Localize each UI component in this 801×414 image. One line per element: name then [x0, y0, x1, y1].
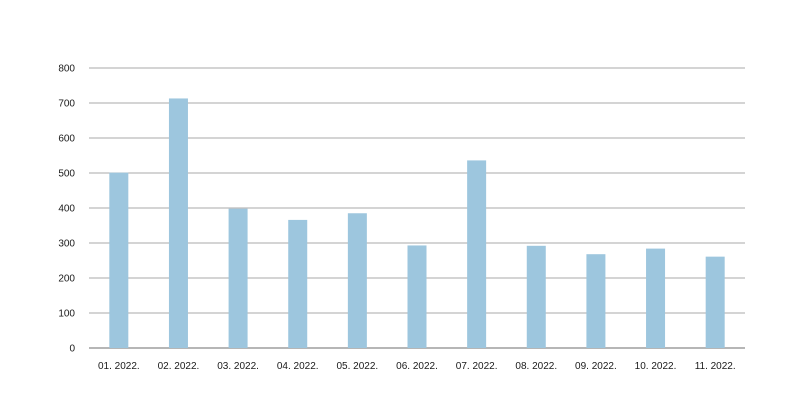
x-tick-label: 05. 2022. [337, 361, 379, 372]
y-tick-label: 800 [58, 64, 75, 75]
gridlines [89, 67, 745, 349]
y-tick-label: 100 [58, 309, 75, 320]
bar [586, 254, 606, 348]
y-tick-label: 0 [69, 344, 75, 355]
bar [526, 245, 546, 348]
x-tick-label: 09. 2022. [575, 361, 617, 372]
bar [705, 256, 725, 348]
bar [109, 172, 129, 348]
x-tick-label: 02. 2022. [158, 361, 200, 372]
bar [347, 213, 367, 348]
x-tick-label: 07. 2022. [456, 361, 498, 372]
bar [646, 248, 666, 348]
y-axis-tick-labels: 0 100 200 300 400 500 600 700 800 [58, 64, 75, 355]
bar [467, 160, 487, 348]
x-tick-label: 03. 2022. [217, 361, 259, 372]
y-tick-label: 700 [58, 99, 75, 110]
bar [228, 208, 248, 348]
x-tick-label: 10. 2022. [635, 361, 677, 372]
bar [407, 245, 427, 348]
bars [109, 98, 725, 348]
y-tick-label: 500 [58, 169, 75, 180]
x-tick-label: 06. 2022. [396, 361, 438, 372]
x-tick-label: 08. 2022. [515, 361, 557, 372]
x-tick-label: 04. 2022. [277, 361, 319, 372]
x-tick-label: 01. 2022. [98, 361, 140, 372]
bar [168, 98, 188, 348]
y-tick-label: 600 [58, 134, 75, 145]
y-tick-label: 200 [58, 274, 75, 285]
y-tick-label: 400 [58, 204, 75, 215]
bar [288, 219, 308, 348]
x-axis-tick-labels: 01. 2022. 02. 2022. 03. 2022. 04. 2022. 05. … [98, 361, 736, 372]
x-tick-label: 11. 2022. [695, 361, 736, 372]
y-tick-label: 300 [58, 239, 75, 250]
